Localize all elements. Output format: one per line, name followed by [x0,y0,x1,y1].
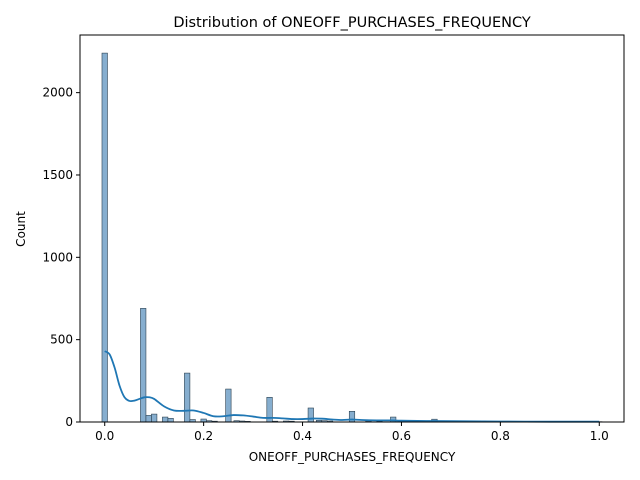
y-tick-label: 1000 [42,250,73,264]
x-tick-label: 0.4 [293,429,312,443]
x-tick-label: 0.2 [194,429,213,443]
kde-curve [104,350,600,423]
histogram-bar-0 [101,52,108,423]
histogram-bar-2 [145,415,152,423]
plot-area-frame [79,34,625,423]
histogram-bar-5 [167,418,174,423]
histogram-bar-6 [184,372,191,423]
y-tick-label: 500 [50,333,73,347]
chart-title: Distribution of ONEOFF_PURCHASES_FREQUEN… [173,15,531,31]
histogram-bar-19 [307,407,314,423]
histogram-bar-11 [225,388,232,423]
x-tick-label: 0.6 [392,429,411,443]
bars-group [101,52,603,423]
x-tick-label: 1.0 [590,429,609,443]
y-tick-label: 2000 [42,86,73,100]
histogram-bar-4 [162,416,169,423]
x-axis-label: ONEOFF_PURCHASES_FREQUENCY [249,450,456,464]
x-tick-label: 0.8 [491,429,510,443]
y-axis-label: Count [14,211,28,247]
x-tick-label: 0.0 [95,429,114,443]
kde-group [104,350,600,423]
y-tick-label: 0 [65,415,73,429]
histogram-bar-1 [140,308,147,423]
y-axis-ticks: 0 500 1000 1500 2000 [42,86,80,429]
y-tick-label: 1500 [42,168,73,182]
x-axis-ticks: 0.0 0.2 0.4 0.6 0.8 1.0 [95,422,609,443]
histogram-bar-3 [151,413,158,423]
